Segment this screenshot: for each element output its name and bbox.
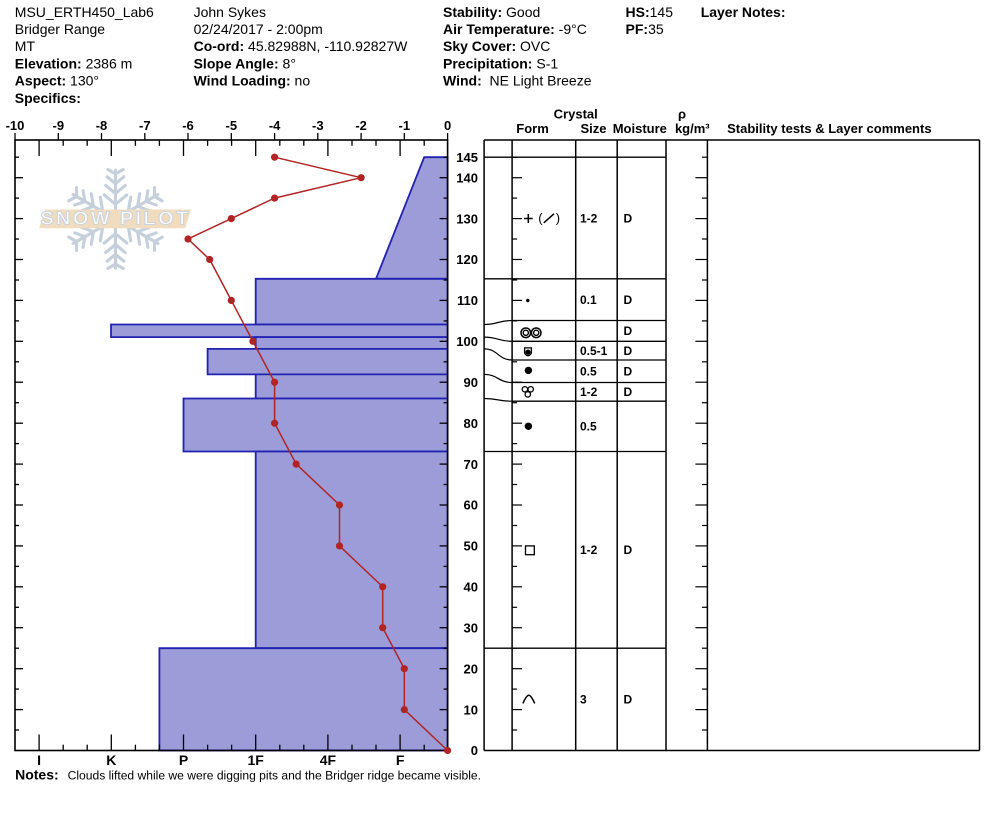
svg-text:140: 140 — [456, 170, 478, 185]
svg-text:110: 110 — [457, 293, 478, 308]
svg-text:130: 130 — [456, 211, 478, 226]
svg-text:ρ: ρ — [678, 107, 686, 122]
svg-text:0.5: 0.5 — [580, 365, 597, 379]
svg-text:-10: -10 — [6, 118, 25, 133]
svg-text:-6: -6 — [182, 118, 194, 133]
svg-text:Wind Loading: no: Wind Loading: no — [194, 73, 311, 89]
svg-text:D: D — [624, 211, 633, 225]
svg-text:-3: -3 — [312, 118, 324, 133]
svg-text:Crystal: Crystal — [554, 107, 598, 122]
svg-text:D: D — [624, 693, 633, 707]
svg-text:40: 40 — [464, 580, 478, 595]
svg-text:Stability tests & Layer commen: Stability tests & Layer comments — [727, 121, 931, 136]
svg-text:100: 100 — [456, 334, 478, 349]
svg-text:MT: MT — [15, 38, 36, 54]
svg-text:-9: -9 — [53, 118, 65, 133]
svg-text:-2: -2 — [355, 118, 367, 133]
svg-text:-4: -4 — [269, 118, 281, 133]
svg-text:30: 30 — [464, 620, 478, 635]
svg-text:145: 145 — [456, 150, 478, 165]
svg-text:Co-ord: 45.82988N, -110.92827W: Co-ord: 45.82988N, -110.92827W — [194, 38, 409, 54]
svg-text:F: F — [396, 752, 405, 768]
svg-text:0: 0 — [471, 743, 478, 758]
svg-text:0: 0 — [444, 118, 451, 133]
svg-text:Precipitation: S-1: Precipitation: S-1 — [443, 55, 558, 71]
svg-text:90: 90 — [464, 375, 478, 390]
svg-text:K: K — [106, 752, 116, 768]
svg-text:20: 20 — [464, 661, 478, 676]
svg-text:PF:35: PF:35 — [626, 21, 664, 37]
svg-text:HS:145: HS:145 — [626, 4, 674, 20]
svg-text:-7: -7 — [139, 118, 151, 133]
svg-text:Notes:: Notes: — [15, 766, 59, 782]
svg-text:1-2: 1-2 — [580, 543, 598, 557]
svg-text:Wind: NE Light Breeze: Wind: NE Light Breeze — [443, 73, 592, 89]
svg-text:-1: -1 — [399, 118, 411, 133]
svg-text:D: D — [624, 324, 633, 338]
svg-text:70: 70 — [464, 457, 478, 472]
svg-text:): ) — [556, 211, 560, 226]
svg-text:Layer Notes:: Layer Notes: — [701, 4, 786, 20]
svg-text:SNOW PILOT: SNOW PILOT — [40, 209, 190, 229]
svg-text:Bridger Range: Bridger Range — [15, 21, 105, 37]
svg-text:Sky Cover: OVC: Sky Cover: OVC — [443, 38, 550, 54]
svg-text:1F: 1F — [248, 752, 265, 768]
svg-text:D: D — [624, 385, 633, 399]
svg-text:P: P — [179, 752, 188, 768]
svg-text:1-2: 1-2 — [580, 385, 598, 399]
svg-text:4F: 4F — [320, 752, 337, 768]
svg-text:Form: Form — [516, 121, 549, 136]
svg-text:Stability: Good: Stability: Good — [443, 4, 540, 20]
svg-text:D: D — [624, 293, 633, 307]
svg-text:D: D — [624, 344, 633, 358]
svg-text:0.5-1: 0.5-1 — [580, 344, 608, 358]
svg-text:10: 10 — [464, 702, 478, 717]
svg-text:Air Temperature: -9°C: Air Temperature: -9°C — [443, 21, 587, 37]
svg-text:3: 3 — [580, 693, 587, 707]
svg-text:(: ( — [538, 211, 543, 226]
svg-text:80: 80 — [464, 416, 478, 431]
svg-text:kg/m³: kg/m³ — [675, 121, 710, 136]
svg-text:I: I — [37, 752, 41, 768]
svg-text:0.1: 0.1 — [580, 293, 597, 307]
svg-text:1-2: 1-2 — [580, 211, 598, 225]
svg-text:D: D — [624, 365, 633, 379]
svg-text:D: D — [624, 543, 633, 557]
svg-text:50: 50 — [464, 539, 478, 554]
svg-text:02/24/2017 - 2:00pm: 02/24/2017 - 2:00pm — [194, 21, 323, 37]
svg-text:-8: -8 — [96, 118, 108, 133]
svg-text:Elevation: 2386 m: Elevation: 2386 m — [15, 55, 133, 71]
svg-text:Aspect: 130°: Aspect: 130° — [15, 73, 99, 89]
svg-text:John Sykes: John Sykes — [194, 4, 266, 20]
svg-text:60: 60 — [464, 498, 478, 513]
svg-text:-5: -5 — [226, 118, 238, 133]
svg-text:Clouds lifted while we were di: Clouds lifted while we were digging pits… — [68, 768, 481, 782]
svg-text:0.5: 0.5 — [580, 420, 597, 434]
svg-text:Slope Angle: 8°: Slope Angle: 8° — [194, 55, 296, 71]
svg-text:Size: Size — [580, 121, 606, 136]
svg-text:120: 120 — [456, 252, 478, 267]
svg-text:MSU_ERTH450_Lab6: MSU_ERTH450_Lab6 — [15, 4, 154, 20]
svg-text:Moisture: Moisture — [613, 121, 667, 136]
svg-text:Specifics:: Specifics: — [15, 90, 81, 106]
